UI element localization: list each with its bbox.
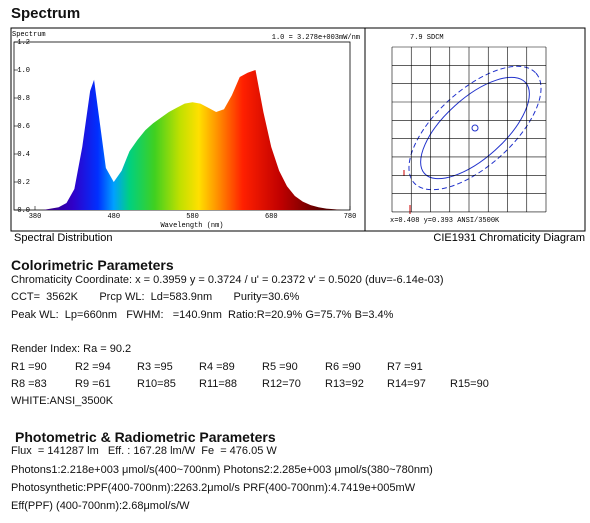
annotation: 1.0 = 3.278e+003mW/nm <box>272 34 360 42</box>
text-line: Flux = 141287 lm Eff. : 167.28 lm/W Fe =… <box>11 445 277 457</box>
cie-coords: x=0.408 y=0.393 ANSI/3500K <box>390 217 500 225</box>
ellipse-inner <box>420 76 530 180</box>
x-tick-label: 480 <box>107 213 120 221</box>
text-line: Eff(PPF) (400-700nm):2.68μmol/s/W <box>11 500 190 512</box>
x-tick-label: 380 <box>29 213 42 221</box>
text-line: Photosynthetic:PPF(400-700nm):2263.2μmol… <box>11 482 416 494</box>
cie-frame <box>364 27 586 232</box>
render-value: R1 =90 <box>11 361 47 373</box>
text-line: Photons1:2.218e+003 μmol/s(400~700nm) Ph… <box>11 464 433 476</box>
y-tick-label: 0.8 <box>17 95 30 103</box>
y-tick-label: 0.2 <box>17 179 30 187</box>
render-value: R5 =90 <box>262 361 298 373</box>
y-tick-label: 1.2 <box>17 39 30 47</box>
text-line: Chromaticity Coordinate: x = 0.3959 y = … <box>11 274 444 286</box>
x-tick-label: 780 <box>344 213 357 221</box>
text-line: Peak WL: Lp=660nm FWHM: =140.9nm Ratio:R… <box>11 309 394 321</box>
spectrum-area <box>35 70 350 210</box>
section-title: Colorimetric Parameters <box>11 257 174 273</box>
chroma-point <box>471 124 479 132</box>
spectrum-chart: Spectrum 1.0 = 3.278e+003mW/nm Wavelengt… <box>10 27 586 244</box>
caption: Spectral Distribution <box>14 232 112 244</box>
white: WHITE:ANSI_3500K <box>11 395 114 407</box>
render-value: R14=97 <box>387 378 426 390</box>
render-value: R10=85 <box>137 378 176 390</box>
render-value: R7 =91 <box>387 361 423 373</box>
y-tick-label: 0.0 <box>17 207 30 215</box>
render-index: Render Index: Ra = 90.2 <box>11 343 132 355</box>
y-tick-label: 0.4 <box>17 151 30 159</box>
y-axis-label: Spectrum <box>12 31 46 39</box>
render-value: R6 =90 <box>325 361 361 373</box>
render-value: R12=70 <box>262 378 301 390</box>
render-value: R3 =95 <box>137 361 173 373</box>
render-value: R11=88 <box>199 378 238 390</box>
render-value: R2 =94 <box>75 361 111 373</box>
cie-diagram <box>391 46 547 214</box>
caption: CIE1931 Chromaticity Diagram <box>433 232 585 244</box>
render-value: R4 =89 <box>199 361 235 373</box>
render-value: R8 =83 <box>11 378 47 390</box>
section-title: Photometric & Radiometric Parameters <box>15 429 276 445</box>
render-value: R13=92 <box>325 378 364 390</box>
sdcm-label: 7.9 SDCM <box>410 34 444 42</box>
section-title: Spectrum <box>11 5 81 22</box>
x-axis-label: Wavelength (nm) <box>160 222 223 230</box>
render-value: R15=90 <box>450 378 489 390</box>
x-tick-label: 580 <box>186 213 199 221</box>
x-tick-label: 680 <box>265 213 278 221</box>
y-tick-label: 1.0 <box>17 67 30 75</box>
text-line: CCT= 3562K Prcp WL: Ld=583.9nm Purity=30… <box>11 291 300 303</box>
render-value: R9 =61 <box>75 378 111 390</box>
y-tick-label: 0.6 <box>17 123 30 131</box>
